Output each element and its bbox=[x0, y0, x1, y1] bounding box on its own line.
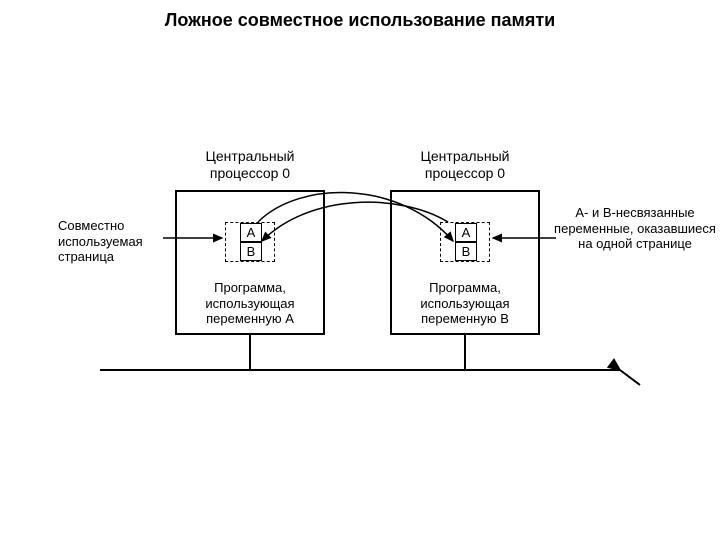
cpu1-prog-line2: использующая bbox=[420, 296, 509, 311]
cpu0-label: Центральный процессор 0 bbox=[185, 148, 315, 182]
cpu1-prog-line1: Программа, bbox=[429, 280, 501, 295]
cpu1-var-b: B bbox=[455, 242, 477, 261]
cpu1-prog-line3: переменную В bbox=[421, 311, 509, 326]
shared-page-label: Совместно используемая страница bbox=[58, 218, 168, 265]
unrelated-vars-label: А- и В-несвязанные переменные, оказавшие… bbox=[545, 205, 720, 252]
cpu0-prog-line2: использующая bbox=[205, 296, 294, 311]
left-label-line1: Совместно bbox=[58, 218, 124, 233]
bus-end-arrow bbox=[620, 370, 640, 385]
cpu0-program-text: Программа, использующая переменную А bbox=[180, 280, 320, 327]
cpu1-program-text: Программа, использующая переменную В bbox=[395, 280, 535, 327]
cpu0-prog-line3: переменную А bbox=[206, 311, 294, 326]
cpu0-label-line1: Центральный bbox=[206, 148, 295, 164]
diagram-arrows bbox=[0, 0, 720, 540]
right-label-line3: на одной странице bbox=[578, 236, 692, 251]
diagram-title: Ложное совместное использование памяти bbox=[0, 10, 720, 31]
cpu1-label: Центральный процессор 0 bbox=[400, 148, 530, 182]
cpu1-label-line2: процессор 0 bbox=[425, 165, 505, 181]
left-label-line3: страница bbox=[58, 249, 114, 264]
cpu1-var-a: A bbox=[455, 223, 477, 242]
cpu0-prog-line1: Программа, bbox=[214, 280, 286, 295]
cpu0-var-a: A bbox=[240, 223, 262, 242]
right-label-line2: переменные, оказавшиеся bbox=[554, 221, 716, 236]
cpu0-label-line2: процессор 0 bbox=[210, 165, 290, 181]
left-label-line2: используемая bbox=[58, 234, 143, 249]
cpu1-label-line1: Центральный bbox=[421, 148, 510, 164]
cpu0-var-b: B bbox=[240, 242, 262, 261]
right-label-line1: А- и В-несвязанные bbox=[575, 205, 694, 220]
